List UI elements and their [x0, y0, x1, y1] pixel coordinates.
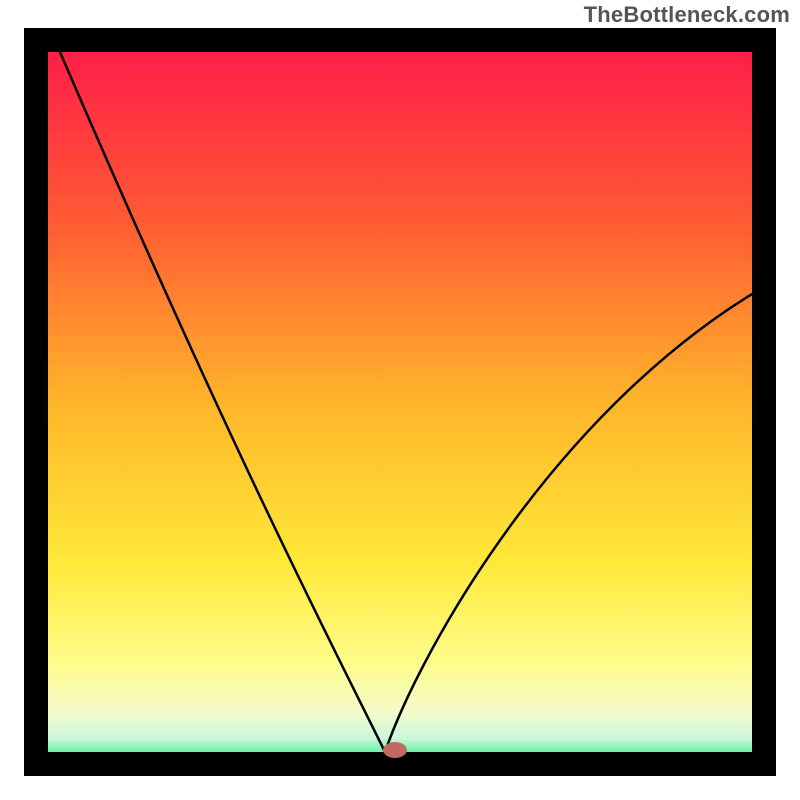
plot-background: [36, 40, 764, 764]
chart-container: TheBottleneck.com: [0, 0, 800, 800]
bottleneck-chart: [0, 0, 800, 800]
optimum-marker: [383, 742, 407, 758]
watermark-text: TheBottleneck.com: [584, 2, 790, 28]
